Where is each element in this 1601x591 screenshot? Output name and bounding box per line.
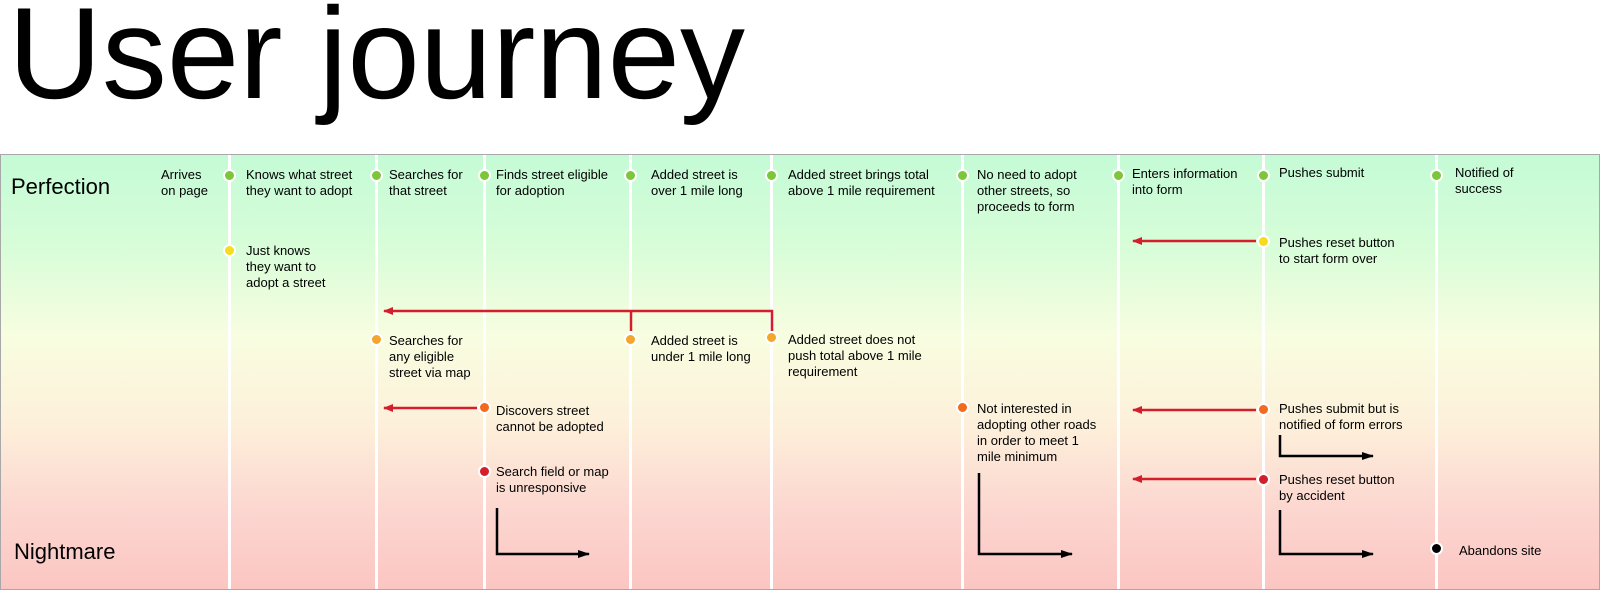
alt-dot-any-eligible bbox=[370, 333, 383, 346]
step-divider bbox=[228, 155, 231, 589]
alt-label-not-push: Added street does not push total above 1… bbox=[788, 332, 922, 379]
step-divider bbox=[770, 155, 773, 589]
step-divider bbox=[1435, 155, 1438, 589]
alt-label-under: Added street is under 1 mile long bbox=[651, 333, 751, 364]
step-divider bbox=[375, 155, 378, 589]
step-divider bbox=[1117, 155, 1120, 589]
alt-label-reset-over: Pushes reset button to start form over bbox=[1279, 235, 1395, 266]
alt-dot-not-interested bbox=[956, 401, 969, 414]
exit-arrow bbox=[495, 508, 590, 558]
step-label-pushes: Pushes submit bbox=[1279, 165, 1365, 180]
exit-arrow bbox=[1278, 510, 1374, 558]
alt-label-not-interested: Not interested in adopting other roads i… bbox=[977, 401, 1097, 464]
alt-dot-under bbox=[624, 333, 637, 346]
alt-dot-cannot bbox=[478, 401, 491, 414]
alt-dot-reset-over bbox=[1257, 235, 1270, 248]
step-label-noneed: No need to adopt other streets, so proce… bbox=[977, 167, 1077, 214]
step-label-over: Added street is over 1 mile long bbox=[651, 167, 743, 198]
lane-label-nightmare: Nightmare bbox=[14, 539, 116, 564]
alt-dot-reset-accident bbox=[1257, 473, 1270, 486]
alt-label-unresponsive: Search field or map is unresponsive bbox=[496, 464, 609, 495]
alt-label-reset-accident: Pushes reset button by accident bbox=[1279, 472, 1395, 503]
step-label-arrives: Arrives on page bbox=[161, 167, 208, 198]
step-divider bbox=[629, 155, 632, 589]
alt-dot-unresponsive bbox=[478, 465, 491, 478]
exit-arrow bbox=[977, 473, 1073, 558]
step-dot-searches bbox=[370, 169, 383, 182]
step-divider bbox=[961, 155, 964, 589]
step-dot-pushes bbox=[1257, 169, 1270, 182]
step-label-searches: Searches for that street bbox=[389, 167, 463, 198]
step-dot-enters bbox=[1112, 169, 1125, 182]
alt-label-just-knows: Just knows they want to adopt a street bbox=[246, 243, 326, 290]
step-label-brings: Added street brings total above 1 mile r… bbox=[788, 167, 935, 198]
alt-label-any-eligible: Searches for any eligible street via map bbox=[389, 333, 471, 380]
length-back-arrow bbox=[383, 307, 774, 331]
alt-dot-form-errors bbox=[1257, 403, 1270, 416]
step-dot-notified bbox=[1430, 169, 1443, 182]
step-dot-brings bbox=[765, 169, 778, 182]
alt-dot-abandons bbox=[1430, 542, 1443, 555]
step-label-knows: Knows what street they want to adopt bbox=[246, 167, 353, 198]
alt-label-cannot: Discovers street cannot be adopted bbox=[496, 403, 604, 434]
exit-arrow bbox=[1278, 435, 1374, 460]
alt-dot-not-push bbox=[765, 331, 778, 344]
page-title: User journey bbox=[8, 0, 745, 126]
step-label-finds: Finds street eligible for adoption bbox=[496, 167, 608, 198]
journey-connectors bbox=[383, 237, 1374, 558]
step-label-notified: Notified of success bbox=[1455, 165, 1514, 196]
step-dot-finds bbox=[478, 169, 491, 182]
step-divider bbox=[483, 155, 486, 589]
lane-label-perfection: Perfection bbox=[11, 174, 111, 199]
alt-dot-just-knows bbox=[223, 244, 236, 257]
step-dot-knows bbox=[223, 169, 236, 182]
journey-board: Perfection Nightmare Arrives on page bbox=[0, 154, 1600, 590]
step-divider bbox=[1262, 155, 1265, 589]
alt-label-form-errors: Pushes submit but is notified of form er… bbox=[1279, 401, 1403, 432]
step-dot-over bbox=[624, 169, 637, 182]
alt-label-abandons: Abandons site bbox=[1459, 543, 1542, 558]
step-label-enters: Enters information into form bbox=[1132, 166, 1238, 197]
step-dot-noneed bbox=[956, 169, 969, 182]
